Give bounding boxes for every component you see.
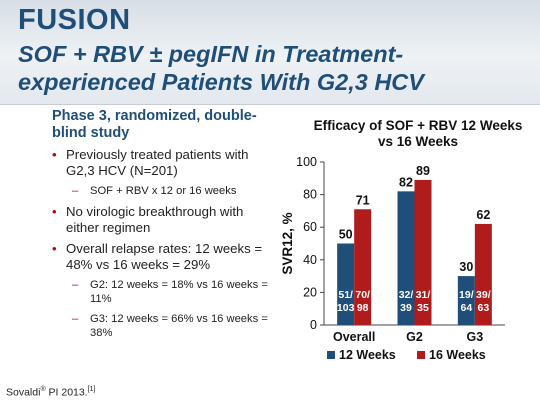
bullet-item: Overall relapse rates: 12 weeks = 48% vs…	[52, 241, 277, 273]
y-tick-label: 80	[303, 188, 317, 202]
bar-count-label: 51/	[338, 289, 353, 301]
bar-value-label: 62	[476, 208, 490, 222]
y-tick-label: 20	[303, 285, 317, 299]
bar-value-label: 89	[416, 164, 430, 178]
bar-value-label: 71	[356, 193, 370, 207]
bar-count-label: 63	[477, 302, 489, 314]
y-tick-label: 100	[296, 155, 317, 169]
bar-count-label: 32/	[399, 289, 414, 301]
x-tick-label: G2	[406, 330, 423, 344]
study-phase: Phase 3, randomized, double-blind study	[52, 108, 257, 141]
bar-count-label: 70/	[355, 289, 370, 301]
slide-subtitle: SOF + RBV ± pegIFN in Treatment-experien…	[18, 41, 424, 95]
bar-16-weeks	[474, 223, 492, 325]
y-tick-label: 0	[310, 318, 317, 332]
y-tick-label: 60	[303, 220, 317, 234]
slide-title: FUSION	[18, 4, 131, 36]
sub-bullet-item: SOF + RBV x 12 or 16 weeks	[52, 184, 277, 198]
y-axis-label: SVR12, %	[280, 212, 295, 274]
x-tick-label: Overall	[333, 330, 375, 344]
sub-bullet-item: G2: 12 weeks = 18% vs 16 weeks = 11%	[52, 278, 277, 306]
bar-12-weeks	[337, 243, 355, 325]
chart-title: Efficacy of SOF + RBV 12 Weeks vs 16 Wee…	[313, 118, 523, 149]
bar-count-label: 103	[337, 302, 355, 314]
bar-count-label: 31/	[416, 289, 431, 301]
legend-swatch	[417, 351, 425, 359]
legend-label: 16 Weeks	[429, 348, 486, 362]
footer-ref-mark: [1]	[87, 386, 96, 393]
bullet-item: Previously treated patients with G2,3 HC…	[52, 147, 277, 179]
footer-reference: Sovaldi® PI 2013.[1]	[6, 386, 95, 399]
bar-16-weeks	[414, 179, 432, 325]
footer-reg-mark: ®	[40, 386, 46, 393]
legend-swatch	[327, 351, 335, 359]
bullet-item: No virologic breakthrough with either re…	[52, 204, 277, 236]
bar-12-weeks	[457, 276, 475, 325]
bar-value-label: 82	[399, 175, 413, 189]
footer-text-rest: PI 2013.	[45, 386, 88, 399]
sub-bullet-item: G3: 12 weeks = 66% vs 16 weeks = 38%	[52, 312, 277, 340]
bullet-list: Previously treated patients with G2,3 HC…	[52, 147, 277, 340]
slide-header: FUSION SOF + RBV ± pegIFN in Treatment-e…	[0, 0, 540, 105]
x-tick-label: G3	[466, 330, 483, 344]
study-description: Phase 3, randomized, double-blind study …	[52, 108, 277, 346]
bar-count-label: 39/	[476, 289, 491, 301]
bar-count-label: 19/	[459, 289, 474, 301]
bar-count-label: 64	[460, 302, 472, 314]
bar-count-label: 98	[357, 302, 369, 314]
bar-count-label: 35	[417, 302, 429, 314]
legend-label: 12 Weeks	[339, 348, 396, 362]
footer-text: Sovaldi	[6, 386, 41, 399]
bar-count-label: 39	[400, 302, 412, 314]
bar-12-weeks	[397, 191, 415, 325]
bar-value-label: 50	[339, 228, 353, 242]
y-tick-label: 40	[303, 253, 317, 267]
bar-16-weeks	[354, 209, 372, 325]
bar-value-label: 30	[459, 260, 473, 274]
